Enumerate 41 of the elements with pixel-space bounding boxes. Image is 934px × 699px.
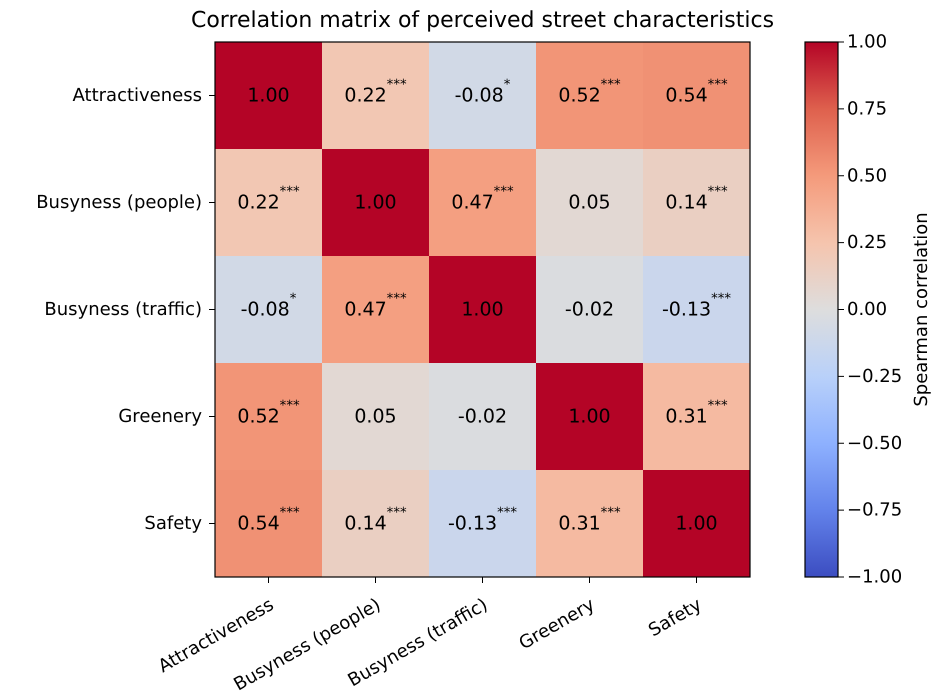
data-label: 1.00 [354, 192, 397, 214]
data-label: 0.14$^{***}$ [665, 184, 728, 214]
data-label: 0.05 [354, 406, 397, 428]
data-label: -0.02 [564, 298, 614, 320]
y-tick-label: Attractiveness [72, 85, 202, 106]
color-bar-label: 0.00 [847, 299, 888, 320]
color-bar-label: 0.25 [847, 232, 888, 254]
y-tick-label: Greenery [118, 406, 202, 427]
data-label: 0.22$^{***}$ [344, 78, 407, 106]
y-tick-label: Busyness (traffic) [44, 299, 202, 320]
y-tick-label: Busyness (people) [36, 192, 202, 213]
color-bar-label: −0.75 [847, 500, 902, 521]
data-label: -0.02 [458, 406, 508, 428]
y-tick-label: Safety [144, 513, 202, 534]
data-label: 1.00 [568, 406, 611, 428]
data-label: 1.00 [461, 298, 504, 320]
data-label: 0.31$^{***}$ [558, 506, 621, 534]
data-label: -0.08$^{*}$ [454, 78, 511, 106]
data-label: 0.31$^{***}$ [665, 398, 728, 428]
color-bar-label: −0.50 [847, 432, 902, 454]
color-bar-title: Spearman correlation [911, 212, 932, 407]
color-bar-label: 0.75 [847, 98, 888, 120]
data-label: -0.13$^{***}$ [448, 506, 518, 534]
data-label: 0.47$^{***}$ [344, 292, 407, 320]
data-label: -0.13$^{***}$ [662, 292, 732, 320]
color-bar-label: −1.00 [847, 566, 902, 588]
data-label: 1.00 [675, 512, 718, 534]
color-bar-label: −0.25 [847, 366, 902, 387]
data-label: -0.08$^{*}$ [240, 292, 297, 320]
color-bar-label: 0.50 [847, 165, 888, 186]
data-label: 0.54$^{***}$ [665, 78, 728, 106]
data-label: 0.52$^{***}$ [237, 398, 300, 428]
data-label: 0.14$^{***}$ [344, 506, 407, 534]
data-label: 1.00 [247, 84, 290, 106]
data-label: 0.05 [568, 192, 611, 214]
data-label: 0.52$^{***}$ [558, 78, 621, 106]
data-label: 0.47$^{***}$ [451, 184, 514, 214]
chart-title: Correlation matrix of perceived street characteristics [190, 8, 774, 33]
color-bar-label: 1.00 [847, 32, 888, 52]
data-label: 0.22$^{***}$ [237, 184, 300, 214]
data-label: 0.54$^{***}$ [237, 506, 300, 534]
